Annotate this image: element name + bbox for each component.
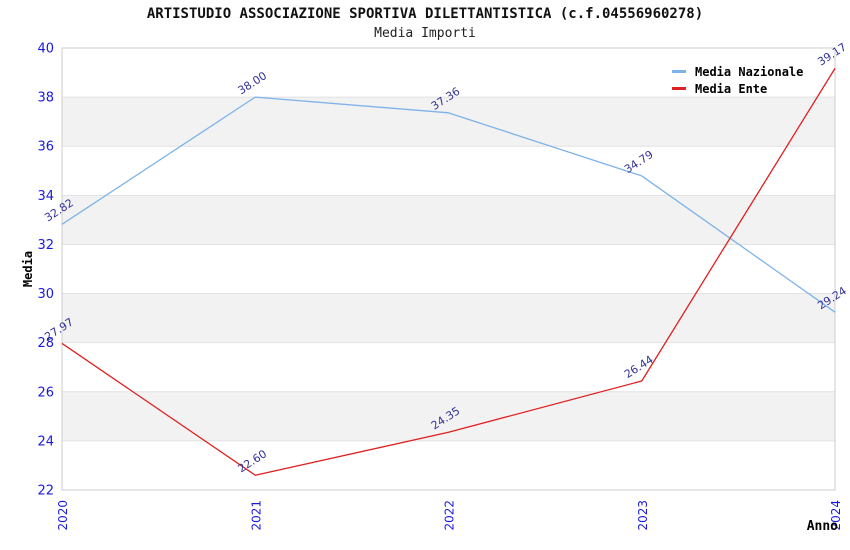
y-tick-label: 40 xyxy=(37,42,54,57)
legend-label: Media Nazionale xyxy=(695,64,804,79)
y-tick-label: 36 xyxy=(37,140,54,155)
legend-swatch-icon xyxy=(672,70,686,73)
legend-label: Media Ente xyxy=(695,81,768,96)
x-tick-label: 2020 xyxy=(56,500,70,531)
point-label: 26.44 xyxy=(622,353,655,381)
x-tick-label: 2023 xyxy=(636,500,650,531)
grid-band xyxy=(62,195,835,245)
x-tick-label: 2022 xyxy=(443,500,457,531)
y-tick-label: 28 xyxy=(37,336,54,351)
grid-band xyxy=(62,97,835,147)
x-axis-title: Anno xyxy=(807,519,838,534)
point-label: 34.79 xyxy=(622,148,655,176)
legend-swatch-icon xyxy=(672,87,686,90)
series-line xyxy=(61,96,836,313)
y-tick-label: 22 xyxy=(37,484,54,499)
y-tick-label: 30 xyxy=(37,287,54,302)
point-label: 38.00 xyxy=(236,69,269,97)
legend-item: Media Nazionale xyxy=(672,63,803,80)
plot-border xyxy=(61,47,836,491)
x-tick-label: 2021 xyxy=(249,500,263,531)
y-tick-label: 38 xyxy=(37,91,54,106)
y-axis-title: Media xyxy=(21,251,35,287)
y-tick-label: 24 xyxy=(37,434,54,449)
y-tick-label: 26 xyxy=(37,385,54,400)
grid-band xyxy=(62,293,835,343)
legend-item: Media Ente xyxy=(672,80,803,97)
x-tick-label: 2024 xyxy=(829,500,843,531)
y-tick-label: 34 xyxy=(37,189,54,204)
series-line xyxy=(61,68,836,476)
point-label: 39.17 xyxy=(815,40,848,68)
chart-title: ARTISTUDIO ASSOCIAZIONE SPORTIVA DILETTA… xyxy=(146,6,704,22)
chart-legend: Media Nazionale Media Ente xyxy=(672,63,803,97)
y-tick-label: 32 xyxy=(37,238,54,253)
point-label: 22.60 xyxy=(236,447,269,475)
chart-subtitle: Media Importi xyxy=(374,26,476,41)
